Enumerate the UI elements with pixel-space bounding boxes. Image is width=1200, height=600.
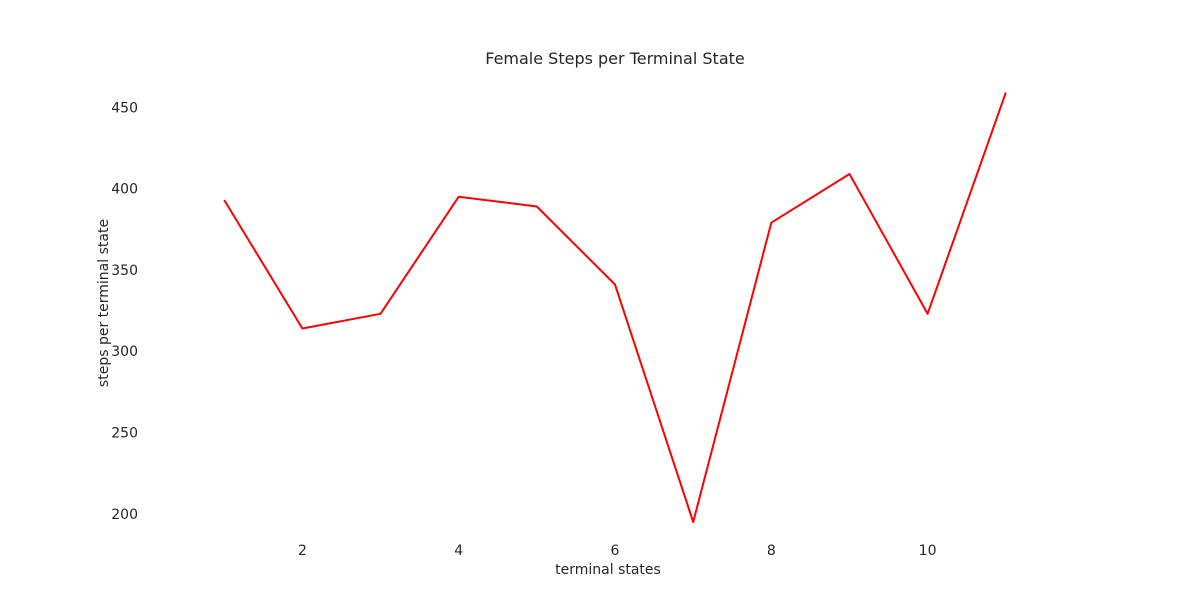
x-tick-label: 8 — [767, 543, 776, 559]
y-tick-label: 300 — [111, 344, 138, 360]
y-tick-label: 200 — [111, 507, 138, 523]
y-axis-label: steps per terminal state — [96, 219, 112, 387]
series-layer — [223, 92, 1007, 523]
x-axis-label: terminal states — [555, 562, 661, 578]
y-tick-label: 450 — [111, 100, 138, 116]
y-tick-label: 250 — [111, 426, 138, 442]
y-tick-labels: 200 250 300 350 400 450 — [111, 100, 138, 523]
x-tick-label: 6 — [611, 543, 620, 559]
y-tick-label: 400 — [111, 182, 138, 198]
chart-title: Female Steps per Terminal State — [485, 49, 745, 68]
x-tick-label: 4 — [454, 543, 463, 559]
y-tick-label: 350 — [111, 263, 138, 279]
series-line — [223, 92, 1007, 523]
x-tick-label: 10 — [919, 543, 937, 559]
x-tick-labels: 2 4 6 8 10 — [298, 543, 937, 559]
x-tick-label: 2 — [298, 543, 307, 559]
